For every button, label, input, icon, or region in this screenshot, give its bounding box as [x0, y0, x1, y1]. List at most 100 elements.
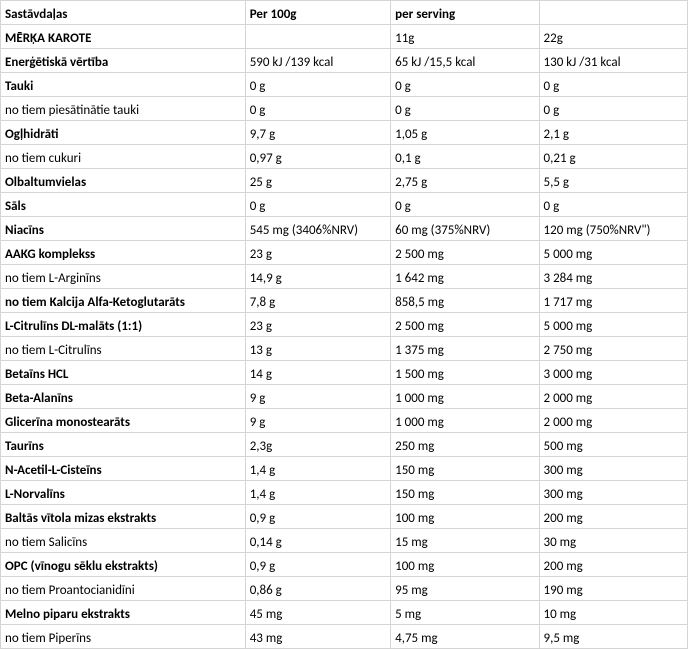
- table-cell: Betaīns HCL: [1, 361, 246, 385]
- table-cell: 3 284 mg: [539, 265, 687, 289]
- table-cell: no tiem piesātinātie tauki: [1, 97, 246, 121]
- table-cell: 0,9 g: [245, 553, 390, 577]
- table-row: Baltās vītola mizas ekstrakts0,9 g100 mg…: [1, 505, 688, 529]
- table-row: Niacīns545 mg (3406%NRV)60 mg (375%NRV)1…: [1, 217, 688, 241]
- table-row: Ogļhidrāti9,7 g1,05 g2,1 g: [1, 121, 688, 145]
- table-cell: L-Citrulīns DL-malāts (1:1): [1, 313, 246, 337]
- table-cell: 100 mg: [391, 553, 539, 577]
- table-cell: 190 mg: [539, 577, 687, 601]
- table-cell: 150 mg: [391, 457, 539, 481]
- table-cell: 2 000 mg: [539, 409, 687, 433]
- table-row: Enerģētiskā vērtība590 kJ /139 kcal65 kJ…: [1, 49, 688, 73]
- table-cell: 9,7 g: [245, 121, 390, 145]
- table-row: no tiem piesātinātie tauki0 g0 g0 g: [1, 97, 688, 121]
- table-row: Betaīns HCL14 g1 500 mg3 000 mg: [1, 361, 688, 385]
- table-cell: 0 g: [391, 193, 539, 217]
- table-cell: 0 g: [391, 73, 539, 97]
- table-cell: 1,4 g: [245, 481, 390, 505]
- table-cell: 2 750 mg: [539, 337, 687, 361]
- table-cell: 2,75 g: [391, 169, 539, 193]
- table-cell: 3 000 mg: [539, 361, 687, 385]
- table-cell: 2,1 g: [539, 121, 687, 145]
- table-cell: 130 kJ /31 kcal: [539, 49, 687, 73]
- table-row: Sāls0 g0 g0 g: [1, 193, 688, 217]
- table-cell: 45 mg: [245, 601, 390, 625]
- table-cell: 120 mg (750%NRV"): [539, 217, 687, 241]
- col-header-2: per serving: [391, 1, 539, 25]
- table-cell: no tiem Proantocianidīni: [1, 577, 246, 601]
- table-row: no tiem L-Arginīns14,9 g1 642 mg3 284 mg: [1, 265, 688, 289]
- table-cell: 590 kJ /139 kcal: [245, 49, 390, 73]
- table-cell: OPC (vīnogu sēklu ekstrakts): [1, 553, 246, 577]
- table-cell: 23 g: [245, 241, 390, 265]
- table-cell: MĒRĶA KAROTE: [1, 25, 246, 49]
- table-cell: 0,1 g: [391, 145, 539, 169]
- table-cell: Sāls: [1, 193, 246, 217]
- table-cell: 43 mg: [245, 625, 390, 649]
- table-cell: 0 g: [539, 73, 687, 97]
- table-cell: 0,14 g: [245, 529, 390, 553]
- table-cell: 1 000 mg: [391, 385, 539, 409]
- table-cell: Melno piparu ekstrakts: [1, 601, 246, 625]
- table-cell: 858,5 mg: [391, 289, 539, 313]
- table-cell: 500 mg: [539, 433, 687, 457]
- table-cell: L-Norvalīns: [1, 481, 246, 505]
- table-cell: 200 mg: [539, 553, 687, 577]
- table-cell: [245, 25, 390, 49]
- table-cell: no tiem Salicīns: [1, 529, 246, 553]
- table-cell: 4,75 mg: [391, 625, 539, 649]
- table-cell: no tiem Piperīns: [1, 625, 246, 649]
- table-cell: 7,8 g: [245, 289, 390, 313]
- table-cell: 2,3g: [245, 433, 390, 457]
- table-cell: 65 kJ /15,5 kcal: [391, 49, 539, 73]
- table-cell: 200 mg: [539, 505, 687, 529]
- table-cell: 30 mg: [539, 529, 687, 553]
- table-row: Tauki0 g0 g0 g: [1, 73, 688, 97]
- table-cell: 0 g: [245, 97, 390, 121]
- table-cell: 0 g: [539, 193, 687, 217]
- table-cell: Tauki: [1, 73, 246, 97]
- table-row: L-Norvalīns1,4 g150 mg300 mg: [1, 481, 688, 505]
- table-cell: 22g: [539, 25, 687, 49]
- table-cell: 100 mg: [391, 505, 539, 529]
- table-cell: Enerģētiskā vērtība: [1, 49, 246, 73]
- table-cell: 0 g: [245, 73, 390, 97]
- table-cell: 95 mg: [391, 577, 539, 601]
- table-row: no tiem cukuri0,97 g0,1 g0,21 g: [1, 145, 688, 169]
- table-cell: 0,9 g: [245, 505, 390, 529]
- table-row: Glicerīna monostearāts9 g1 000 mg2 000 m…: [1, 409, 688, 433]
- table-row: Olbaltumvielas25 g2,75 g5,5 g: [1, 169, 688, 193]
- table-cell: 9 g: [245, 409, 390, 433]
- table-cell: Olbaltumvielas: [1, 169, 246, 193]
- table-cell: 9,5 mg: [539, 625, 687, 649]
- table-cell: 0,86 g: [245, 577, 390, 601]
- table-cell: 9 g: [245, 385, 390, 409]
- table-cell: 300 mg: [539, 481, 687, 505]
- table-cell: 2 500 mg: [391, 241, 539, 265]
- table-cell: 300 mg: [539, 457, 687, 481]
- table-cell: 23 g: [245, 313, 390, 337]
- table-row: OPC (vīnogu sēklu ekstrakts)0,9 g100 mg2…: [1, 553, 688, 577]
- table-header-row: Sastāvdaļas Per 100g per serving: [1, 1, 688, 25]
- table-row: no tiem Piperīns43 mg4,75 mg9,5 mg: [1, 625, 688, 649]
- table-row: Taurīns2,3g250 mg500 mg: [1, 433, 688, 457]
- table-cell: Baltās vītola mizas ekstrakts: [1, 505, 246, 529]
- table-row: no tiem Kalcija Alfa-Ketoglutarāts7,8 g8…: [1, 289, 688, 313]
- table-row: Melno piparu ekstrakts45 mg5 mg10 mg: [1, 601, 688, 625]
- table-cell: Niacīns: [1, 217, 246, 241]
- table-cell: 14 g: [245, 361, 390, 385]
- table-cell: 11g: [391, 25, 539, 49]
- table-cell: 5 mg: [391, 601, 539, 625]
- col-header-3: [539, 1, 687, 25]
- table-cell: 1 717 mg: [539, 289, 687, 313]
- table-cell: 1 642 mg: [391, 265, 539, 289]
- table-cell: 0,97 g: [245, 145, 390, 169]
- table-cell: no tiem L-Arginīns: [1, 265, 246, 289]
- table-cell: 0,21 g: [539, 145, 687, 169]
- table-cell: Ogļhidrāti: [1, 121, 246, 145]
- table-row: N-Acetil-L-Cisteīns1,4 g150 mg300 mg: [1, 457, 688, 481]
- table-cell: 1,4 g: [245, 457, 390, 481]
- table-row: L-Citrulīns DL-malāts (1:1)23 g2 500 mg5…: [1, 313, 688, 337]
- table-cell: 150 mg: [391, 481, 539, 505]
- table-row: no tiem Salicīns0,14 g15 mg30 mg: [1, 529, 688, 553]
